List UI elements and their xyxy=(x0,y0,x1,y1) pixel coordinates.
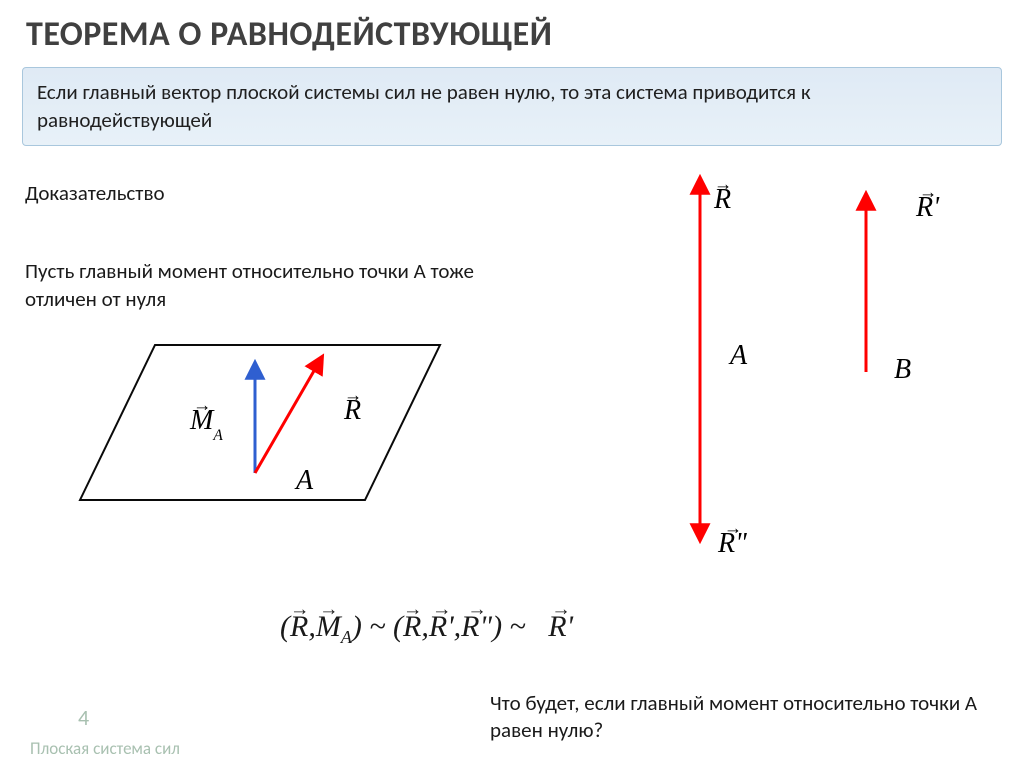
proof-heading: Доказательство xyxy=(25,180,165,206)
label-Rpp: R" xyxy=(718,528,747,560)
label-R-right: R xyxy=(714,184,731,216)
label-B: B xyxy=(894,354,911,386)
page-number: 4 xyxy=(78,704,89,731)
theorem-statement-box: Если главный вектор плоской системы сил … xyxy=(22,67,1002,146)
vector-pair-diagram: R A R" R' B xyxy=(610,168,970,573)
label-MA: MA xyxy=(190,405,223,441)
slide-title: ТЕОРЕМА О РАВНОДЕЙСТВУЮЩЕЙ xyxy=(0,0,1024,61)
vector-R-plane xyxy=(255,357,322,473)
label-Rprime: R' xyxy=(916,192,939,224)
proof-body-text: Пусть главный момент относительно точки … xyxy=(25,257,485,314)
plane-shape xyxy=(80,345,440,500)
equivalence-equation: (R,MA) ~ (R,R',R") ~ R' xyxy=(280,610,573,648)
label-A-plane: A xyxy=(296,465,313,497)
label-R-plane: R xyxy=(344,395,361,427)
followup-question: Что будет, если главный момент относител… xyxy=(490,690,1000,745)
label-A-right: A xyxy=(730,340,747,372)
plane-diagram: MA R A xyxy=(60,325,460,530)
footer-topic: Плоская система сил xyxy=(30,738,180,759)
